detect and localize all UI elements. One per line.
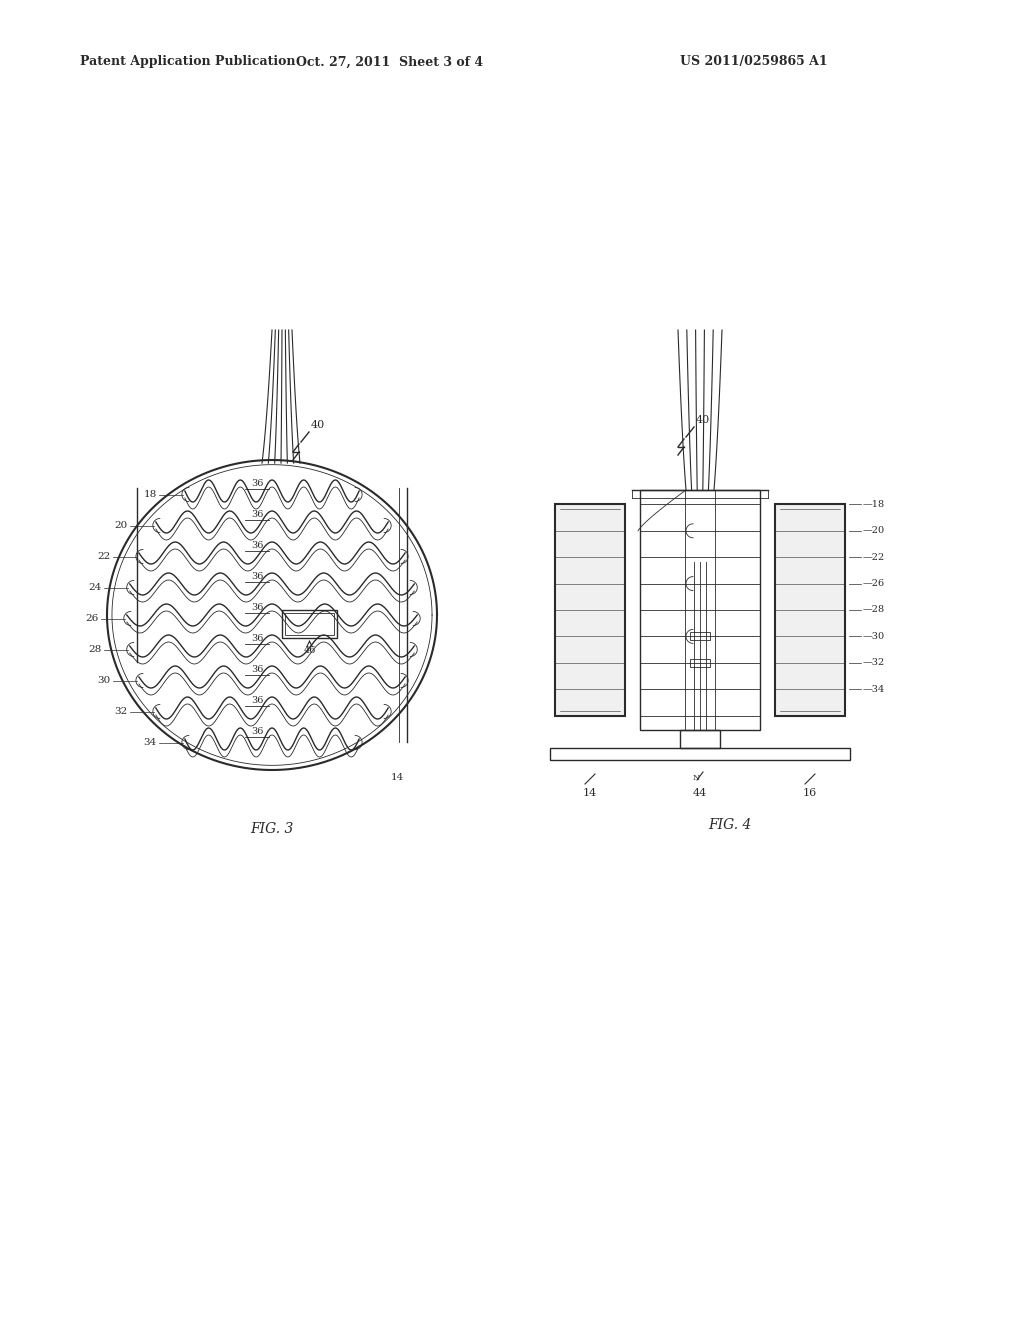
Text: FIG. 3: FIG. 3: [250, 822, 294, 836]
Text: 22: 22: [97, 552, 111, 561]
Text: 24: 24: [88, 583, 101, 591]
Bar: [282, 610, 337, 638]
Text: 44: 44: [693, 788, 708, 799]
Text: 36: 36: [251, 510, 263, 519]
Text: —22: —22: [863, 553, 886, 562]
Bar: [680, 730, 720, 748]
Text: —30: —30: [863, 632, 885, 642]
Text: 14: 14: [391, 774, 404, 783]
Text: —32: —32: [863, 659, 886, 668]
Text: 36: 36: [251, 572, 263, 581]
Text: US 2011/0259865 A1: US 2011/0259865 A1: [680, 55, 827, 69]
Bar: [690, 659, 710, 667]
Text: 36: 36: [251, 603, 263, 612]
Text: 32: 32: [115, 708, 128, 715]
Text: —18: —18: [863, 500, 885, 510]
Text: 16: 16: [803, 788, 817, 799]
Text: —26: —26: [863, 579, 885, 589]
Text: 36: 36: [251, 479, 263, 488]
Text: 36: 36: [251, 696, 263, 705]
Text: 14: 14: [583, 788, 597, 799]
Text: FIG. 4: FIG. 4: [709, 818, 752, 832]
Bar: [285, 612, 334, 635]
Text: 40: 40: [311, 420, 326, 430]
Text: 18: 18: [143, 490, 157, 499]
Text: 30: 30: [97, 676, 111, 685]
Text: 34: 34: [143, 738, 157, 747]
Text: 40: 40: [696, 414, 711, 425]
Text: 36: 36: [251, 665, 263, 675]
Text: 36: 36: [251, 634, 263, 643]
Text: Oct. 27, 2011  Sheet 3 of 4: Oct. 27, 2011 Sheet 3 of 4: [296, 55, 483, 69]
Text: —28: —28: [863, 606, 885, 615]
Bar: [555, 504, 625, 715]
Text: 20: 20: [115, 521, 128, 531]
Bar: [775, 504, 845, 715]
Text: —20: —20: [863, 527, 885, 536]
Text: 46: 46: [303, 645, 315, 655]
Text: 26: 26: [86, 614, 98, 623]
Text: N: N: [692, 774, 699, 781]
Bar: [550, 748, 850, 760]
Bar: [640, 490, 760, 730]
Text: Patent Application Publication: Patent Application Publication: [80, 55, 296, 69]
Text: 36: 36: [251, 541, 263, 550]
Text: —34: —34: [863, 685, 886, 694]
Bar: [690, 632, 710, 640]
Text: 28: 28: [88, 645, 101, 653]
Text: 36: 36: [251, 727, 263, 737]
